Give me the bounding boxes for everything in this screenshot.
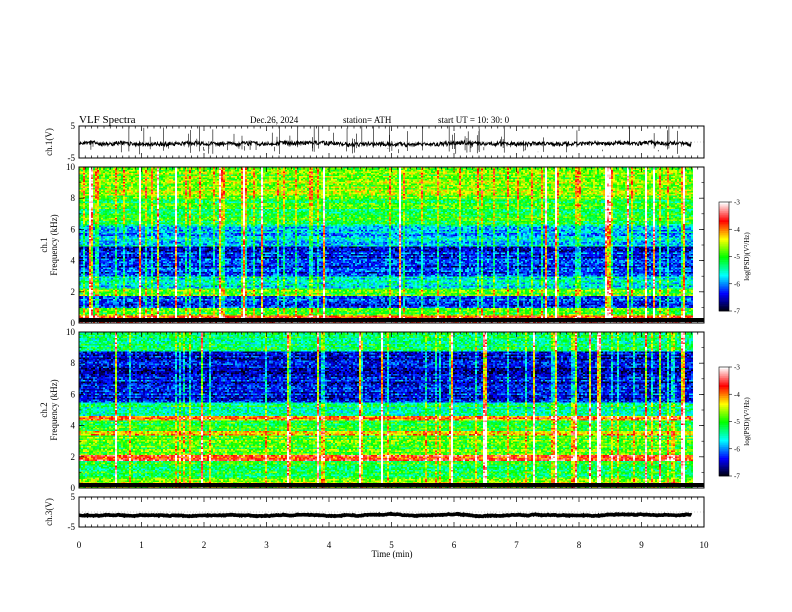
y-axis-label: ch.1(V) [44,128,54,156]
colorbar-tick-label: -4 [734,391,740,399]
y-tick-label: -5 [68,522,76,532]
figure-date: Dec.26, 2024 [250,115,299,125]
y-tick-label: 6 [71,224,76,234]
ch3-waveform-panel [79,512,704,516]
y-tick-label: 2 [71,287,76,297]
colorbar-tick-label: -5 [734,253,740,261]
colorbar-tick-label: -4 [734,226,740,234]
figure-start-time: start UT = 10: 30: 0 [438,115,510,125]
x-tick-label: 6 [452,540,457,550]
colorbar-tick-label: -3 [734,199,740,207]
x-tick-label: 4 [327,540,332,550]
colorbar-label: log(PSD)(V²/Hz) [743,397,751,446]
y-tick-label: 2 [71,452,76,462]
y-tick-label: 10 [66,162,76,172]
figure-station: station= ATH [343,115,392,125]
x-tick-label: 2 [202,540,207,550]
ch3-waveform-panel-trace [79,514,692,517]
panels-layer: 5 -5 ch.1(V) 0 2 4 6 8 10 ch.1 Frequency (kHz) -3 -4… [39,121,751,550]
x-tick-label: 3 [264,540,269,550]
x-tick-label: 0 [77,540,82,550]
ch2-spectrogram-panel-cells [79,332,693,488]
x-tick-label: 9 [639,540,644,550]
y-tick-label: 4 [71,256,76,266]
ch1-spectrogram-panel-colorbar: -3 -4 -5 -6 -7 log(PSD)(V²/Hz) [719,199,751,316]
x-tick-label: 1 [139,540,144,550]
ch1-spectrogram-panel [79,167,704,323]
colorbar-label: log(PSD)(V²/Hz) [743,232,751,281]
y-axis-label: ch.3(V) [44,498,54,526]
y-tick-label: 6 [71,389,76,399]
y-tick-label: 5 [71,121,76,131]
svg-text:ch.1(V): ch.1(V) [44,128,54,156]
y-tick-label: 5 [71,492,76,502]
x-tick-label: 8 [577,540,582,550]
y-tick-label: 10 [66,327,76,337]
colorbar-tick-label: -6 [734,280,740,288]
ch2-spectrogram-panel-colorbar: -3 -4 -5 -6 -7 log(PSD)(V²/Hz) [719,364,751,481]
y-axis-label: ch.2 Frequency (kHz) [39,379,59,440]
x-tick-label: 10 [700,540,710,550]
colorbar-tick-label: -6 [734,445,740,453]
ch2-spectrogram-panel [79,332,704,488]
y-tick-label: 8 [71,358,76,368]
y-tick-label: 8 [71,193,76,203]
colorbar-tick-label: -5 [734,418,740,426]
ch1-waveform-panel-trace [79,141,692,147]
colorbar-tick-label: -7 [734,308,740,316]
x-axis-label: Time (min) [372,549,413,559]
y-axis-label: ch.1 Frequency (kHz) [39,214,59,275]
figure-title: VLF Spectra [79,114,136,126]
x-tick-label: 7 [514,540,519,550]
colorbar-tick-label: -3 [734,364,740,372]
colorbar-tick-label: -7 [734,473,740,481]
ch1-spectrogram-panel-cells [79,167,693,323]
y-tick-label: 4 [71,421,76,431]
